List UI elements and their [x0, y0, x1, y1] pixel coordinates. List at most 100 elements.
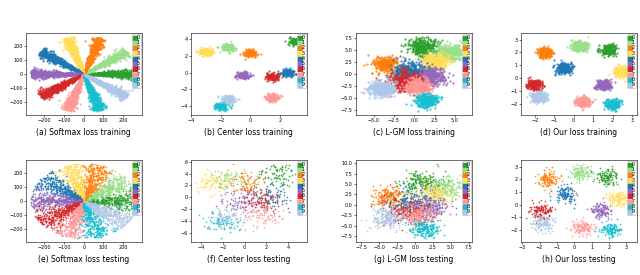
Point [539, 177, 549, 181]
Point [397, 74, 408, 79]
Point [81, 197, 91, 202]
Point [597, 86, 607, 90]
Point [531, 95, 541, 99]
Point [601, 45, 611, 49]
Point [129, 195, 139, 199]
Point [598, 81, 609, 86]
Point [579, 94, 589, 98]
Point [287, 39, 298, 43]
Point [373, 86, 383, 90]
Point [36, 67, 46, 72]
Point [94, 47, 104, 52]
Point [575, 42, 585, 47]
Point [55, 207, 65, 211]
Point [218, 219, 228, 223]
Point [61, 47, 71, 51]
Point [214, 224, 224, 228]
Point [68, 211, 78, 216]
Point [86, 76, 97, 80]
Point [438, 180, 448, 185]
Point [65, 198, 76, 203]
Point [61, 221, 72, 225]
Point [421, 97, 431, 101]
Point [81, 65, 91, 69]
Point [387, 61, 397, 65]
Point [534, 96, 544, 100]
Point [52, 60, 63, 64]
Point [56, 169, 67, 173]
Point [531, 80, 541, 84]
Point [560, 70, 570, 74]
Point [71, 45, 81, 50]
Point [79, 200, 90, 205]
Point [437, 57, 447, 61]
Point [72, 213, 83, 218]
Point [201, 172, 211, 176]
Point [544, 178, 554, 183]
Point [55, 202, 65, 207]
Point [413, 42, 424, 47]
Point [122, 89, 132, 93]
Point [58, 81, 68, 85]
Point [412, 88, 422, 92]
Point [538, 53, 548, 57]
Point [63, 106, 74, 111]
Point [76, 67, 86, 72]
Point [69, 97, 79, 101]
Point [95, 231, 106, 236]
Point [404, 212, 414, 216]
Point [611, 108, 621, 113]
Point [541, 215, 552, 219]
Point [92, 209, 102, 213]
Point [79, 73, 90, 78]
Point [609, 198, 620, 202]
Point [68, 91, 79, 95]
Point [77, 65, 87, 70]
Point [67, 194, 77, 198]
Point [44, 92, 54, 96]
Point [431, 49, 442, 54]
Point [99, 207, 109, 211]
Point [86, 226, 97, 230]
Point [422, 98, 432, 102]
Point [600, 85, 610, 90]
Point [445, 198, 456, 203]
Point [107, 58, 117, 62]
Point [545, 177, 556, 181]
Point [600, 191, 611, 195]
Point [47, 54, 57, 59]
Point [614, 99, 624, 104]
Point [430, 61, 440, 65]
Point [58, 193, 68, 198]
Point [90, 97, 100, 102]
Point [384, 62, 394, 67]
Point [435, 59, 445, 64]
Point [408, 69, 418, 73]
Point [89, 205, 99, 209]
Point [104, 195, 114, 199]
Point [103, 86, 113, 91]
Point [402, 67, 412, 71]
Point [50, 194, 60, 198]
Point [83, 198, 93, 203]
Point [90, 101, 100, 106]
Point [394, 81, 404, 86]
Point [537, 48, 547, 52]
Point [422, 217, 432, 221]
Point [40, 75, 50, 79]
Point [49, 87, 59, 91]
Point [527, 85, 538, 90]
Point [618, 69, 628, 73]
Point [398, 55, 408, 59]
Point [422, 77, 433, 82]
Point [104, 195, 114, 200]
Point [116, 213, 126, 217]
Point [39, 176, 49, 180]
Point [446, 51, 456, 56]
Point [607, 97, 618, 101]
Point [413, 177, 423, 182]
Point [63, 78, 74, 82]
Point [245, 175, 255, 180]
Point [531, 95, 541, 99]
Point [380, 192, 390, 197]
